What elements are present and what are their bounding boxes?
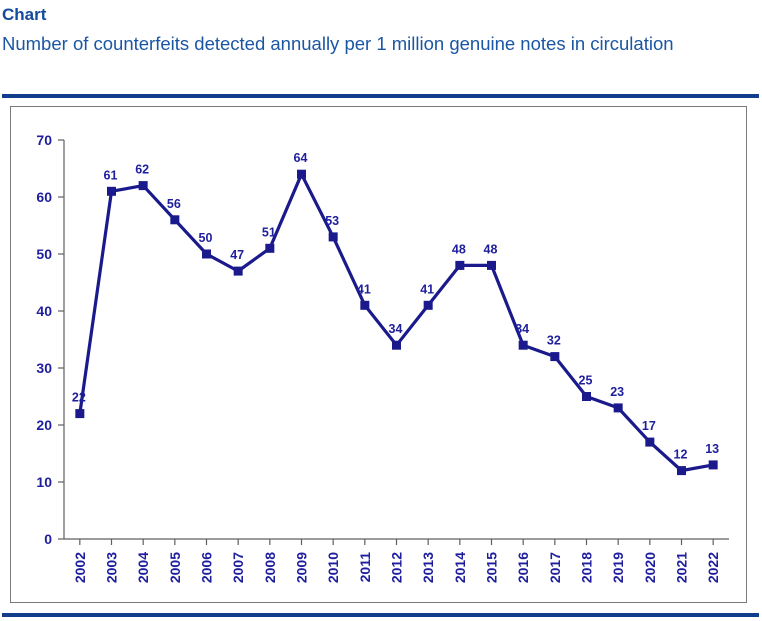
- data-point-labels: 22 61 62 56 50 47 51 64 53 41 34 41 48 48 34 32 25 23 17 12…: [72, 151, 719, 461]
- x-tick-label: 2007: [230, 552, 246, 583]
- data-point-label: 47: [230, 248, 244, 262]
- x-tick-label: 2017: [547, 552, 563, 583]
- y-tick-label: 70: [36, 132, 52, 148]
- x-tick-label: 2014: [452, 552, 468, 583]
- line-chart: 0 10 20 30 40 50 60 70 2002 2003 2004 2005 2006 2007…: [36, 132, 729, 583]
- data-point-label: 41: [420, 282, 434, 296]
- data-point-label: 25: [579, 374, 593, 388]
- data-point-label: 41: [357, 282, 371, 296]
- y-tick-label: 50: [36, 246, 52, 262]
- data-point-label: 34: [515, 322, 529, 336]
- data-point-marker: [75, 409, 85, 419]
- x-tick-label: 2013: [420, 552, 436, 583]
- x-tick-label: 2006: [199, 552, 215, 583]
- data-point-label: 12: [674, 448, 688, 462]
- y-axis-ticks: 0 10 20 30 40 50 60 70: [36, 132, 64, 547]
- data-point-label: 50: [199, 231, 213, 245]
- data-point-marker: [677, 466, 686, 476]
- x-tick-label: 2021: [674, 552, 690, 583]
- x-tick-label: 2008: [262, 552, 278, 583]
- data-point-label: 53: [325, 214, 339, 228]
- x-tick-label: 2004: [135, 552, 151, 583]
- data-point-label: 22: [72, 391, 86, 405]
- x-tick-label: 2009: [294, 552, 310, 583]
- header-divider-top: [2, 94, 759, 98]
- data-point-label: 13: [705, 442, 719, 456]
- chart-subtitle: Number of counterfeits detected annually…: [2, 33, 674, 54]
- data-point-label: 17: [642, 419, 656, 433]
- data-point-label: 48: [452, 242, 466, 256]
- x-tick-label: 2020: [642, 552, 658, 583]
- x-tick-label: 2022: [705, 552, 721, 583]
- data-point-marker: [233, 266, 243, 276]
- x-tick-label: 2019: [610, 552, 626, 583]
- data-point-marker: [392, 340, 401, 350]
- chart-frame: 0 10 20 30 40 50 60 70 2002 2003 2004 2005 2006 2007…: [10, 106, 747, 603]
- data-point-label: 32: [547, 334, 561, 348]
- x-tick-label: 2003: [104, 552, 120, 583]
- data-point-marker: [708, 460, 718, 470]
- x-tick-label: 2016: [515, 552, 531, 583]
- data-point-marker: [550, 352, 560, 362]
- x-tick-label: 2018: [579, 552, 595, 583]
- data-point-marker: [423, 300, 433, 310]
- data-point-label: 61: [104, 168, 118, 182]
- y-tick-label: 40: [36, 303, 52, 319]
- page-title: Chart: [2, 5, 47, 24]
- data-point-marker: [265, 243, 275, 253]
- data-point-marker: [328, 232, 338, 242]
- x-axis-ticks: 2002 2003 2004 2005 2006 2007 2008 2009 2010 2011…: [72, 539, 721, 583]
- data-point-label: 34: [389, 322, 403, 336]
- data-point-marker: [170, 215, 180, 225]
- y-tick-label: 20: [36, 417, 52, 433]
- chart-header: Chart Number of counterfeits detected an…: [0, 0, 762, 56]
- data-point-marker: [645, 437, 655, 447]
- data-point-label: 48: [484, 242, 498, 256]
- y-tick-label: 0: [44, 531, 52, 547]
- y-tick-label: 60: [36, 189, 52, 205]
- data-point-label: 23: [610, 385, 624, 399]
- x-tick-label: 2012: [389, 552, 405, 583]
- x-tick-label: 2002: [72, 552, 88, 583]
- data-point-marker: [202, 249, 211, 259]
- data-point-marker: [518, 340, 528, 350]
- data-point-label: 62: [135, 163, 149, 177]
- y-tick-label: 10: [36, 474, 52, 490]
- x-tick-label: 2010: [325, 552, 341, 583]
- data-point-marker: [582, 392, 591, 401]
- data-point-marker: [613, 403, 623, 413]
- footer-divider-bottom: [2, 613, 759, 617]
- data-point-markers: [75, 169, 718, 476]
- data-point-label: 56: [167, 197, 181, 211]
- data-point-label: 51: [262, 225, 276, 239]
- y-tick-label: 30: [36, 360, 52, 376]
- data-point-marker: [455, 260, 465, 270]
- data-point-label: 64: [294, 151, 308, 165]
- data-point-marker: [138, 181, 148, 191]
- data-point-marker: [487, 260, 496, 270]
- data-point-marker: [360, 300, 370, 310]
- data-point-marker: [107, 186, 116, 196]
- x-tick-label: 2005: [167, 552, 183, 583]
- x-tick-label: 2015: [484, 552, 500, 583]
- x-tick-label: 2011: [357, 552, 373, 583]
- data-point-marker: [297, 169, 306, 179]
